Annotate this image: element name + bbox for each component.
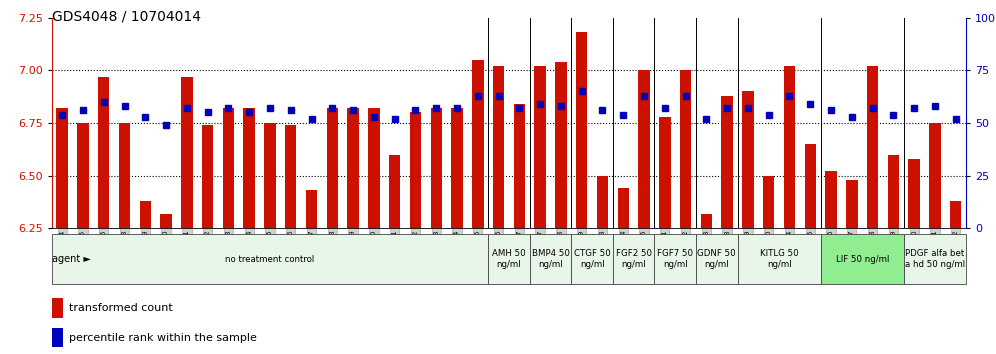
Text: FGF7 50
ng/ml: FGF7 50 ng/ml — [657, 249, 693, 269]
Text: AMH 50
ng/ml: AMH 50 ng/ml — [492, 249, 526, 269]
Bar — [638, 70, 649, 228]
Text: percentile rank within the sample: percentile rank within the sample — [69, 333, 257, 343]
Bar — [139, 201, 151, 228]
Bar — [264, 123, 276, 228]
Bar — [57, 108, 68, 228]
Bar — [409, 113, 421, 228]
Bar — [742, 91, 754, 228]
Bar — [243, 108, 255, 228]
FancyBboxPatch shape — [52, 234, 488, 285]
Bar — [472, 60, 483, 228]
Text: agent ►: agent ► — [52, 254, 91, 264]
Bar — [826, 171, 837, 228]
Bar — [369, 108, 379, 228]
Bar — [659, 117, 670, 228]
Bar — [618, 188, 628, 228]
Bar — [908, 159, 920, 228]
Text: transformed count: transformed count — [69, 303, 172, 313]
Bar — [555, 62, 567, 228]
Bar — [202, 125, 213, 228]
FancyBboxPatch shape — [572, 234, 613, 285]
Bar — [98, 77, 110, 228]
Text: BMP4 50
ng/ml: BMP4 50 ng/ml — [532, 249, 570, 269]
Bar — [389, 155, 400, 228]
FancyBboxPatch shape — [488, 234, 530, 285]
Bar — [867, 66, 878, 228]
Bar — [680, 70, 691, 228]
Bar — [181, 77, 192, 228]
FancyBboxPatch shape — [696, 234, 737, 285]
Bar — [950, 201, 961, 228]
Bar — [597, 176, 609, 228]
Text: no treatment control: no treatment control — [225, 255, 315, 264]
Bar — [119, 123, 130, 228]
Bar — [721, 96, 733, 228]
Bar — [763, 176, 775, 228]
Bar — [52, 328, 63, 348]
Bar — [847, 180, 858, 228]
FancyBboxPatch shape — [530, 234, 572, 285]
Bar — [805, 144, 816, 228]
Text: FGF2 50
ng/ml: FGF2 50 ng/ml — [616, 249, 651, 269]
Text: LIF 50 ng/ml: LIF 50 ng/ml — [836, 255, 888, 264]
Text: GDNF 50
ng/ml: GDNF 50 ng/ml — [697, 249, 736, 269]
FancyBboxPatch shape — [654, 234, 696, 285]
FancyBboxPatch shape — [737, 234, 821, 285]
Bar — [576, 33, 588, 228]
Bar — [78, 123, 89, 228]
FancyBboxPatch shape — [903, 234, 966, 285]
Bar — [929, 123, 940, 228]
Bar — [327, 108, 338, 228]
Text: KITLG 50
ng/ml: KITLG 50 ng/ml — [760, 249, 799, 269]
Bar — [160, 213, 171, 228]
Text: CTGF 50
ng/ml: CTGF 50 ng/ml — [574, 249, 611, 269]
Bar — [430, 108, 442, 228]
Bar — [535, 66, 546, 228]
Text: GDS4048 / 10704014: GDS4048 / 10704014 — [52, 10, 201, 24]
Bar — [887, 155, 899, 228]
Bar — [223, 108, 234, 228]
Bar — [784, 66, 795, 228]
Bar — [52, 298, 63, 318]
Bar — [306, 190, 318, 228]
Bar — [700, 213, 712, 228]
Bar — [348, 108, 359, 228]
Bar — [451, 108, 463, 228]
Bar — [514, 104, 525, 228]
Bar — [285, 125, 297, 228]
FancyBboxPatch shape — [821, 234, 903, 285]
Text: PDGF alfa bet
a hd 50 ng/ml: PDGF alfa bet a hd 50 ng/ml — [905, 249, 965, 269]
Bar — [493, 66, 504, 228]
FancyBboxPatch shape — [613, 234, 654, 285]
